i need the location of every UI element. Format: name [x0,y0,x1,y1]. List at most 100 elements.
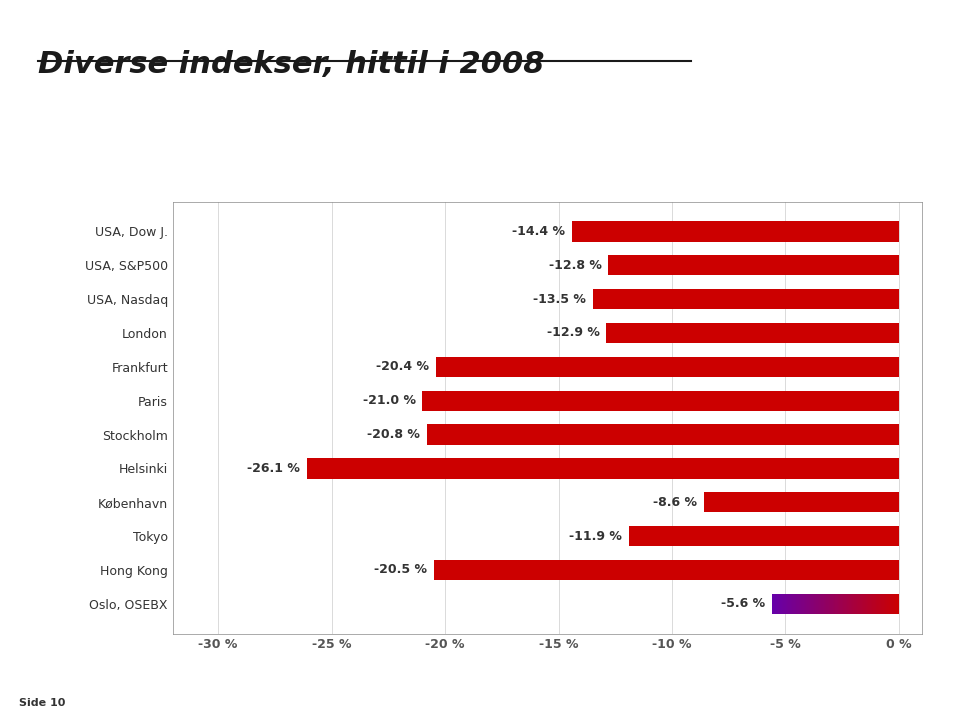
Bar [800,594,801,614]
Bar [790,594,791,614]
Bar [869,594,870,614]
Text: -12.8 %: -12.8 % [549,258,602,271]
Bar [772,594,773,614]
Bar [422,390,899,411]
Bar [852,594,853,614]
Bar [859,594,861,614]
Bar [889,594,890,614]
Bar [811,594,812,614]
Bar [776,594,777,614]
Bar [799,594,800,614]
Bar [875,594,876,614]
Bar [837,594,838,614]
Bar [807,594,808,614]
Bar [844,594,846,614]
Bar [880,594,881,614]
Bar [890,594,891,614]
Bar [887,594,889,614]
Bar [867,594,869,614]
Bar [795,594,796,614]
Bar [815,594,816,614]
Bar [894,594,895,614]
Bar [851,594,852,614]
Bar [838,594,839,614]
Text: -5.6 %: -5.6 % [721,598,765,611]
Bar [606,323,899,343]
Bar [434,559,899,580]
Bar [823,594,824,614]
Bar [829,594,830,614]
Bar [572,221,899,241]
Bar [796,594,797,614]
Text: -8.6 %: -8.6 % [653,496,697,509]
Bar [842,594,843,614]
Bar [850,594,851,614]
Bar [797,594,799,614]
Bar [826,594,827,614]
Text: -20.8 %: -20.8 % [368,428,420,441]
Bar [878,594,880,614]
Bar [794,594,795,614]
Text: -12.9 %: -12.9 % [546,326,599,339]
Bar [885,594,886,614]
Bar [816,594,818,614]
Bar [858,594,859,614]
Text: -20.4 %: -20.4 % [376,360,429,373]
Bar [812,594,814,614]
Bar [775,594,776,614]
Bar [848,594,850,614]
Bar [881,594,882,614]
Text: -21.0 %: -21.0 % [363,394,416,408]
Bar [806,594,807,614]
Bar [780,594,782,614]
Bar [784,594,786,614]
Bar [866,594,867,614]
Bar [846,594,847,614]
Bar [704,492,899,513]
Text: -26.1 %: -26.1 % [247,462,300,475]
Bar [857,594,858,614]
Bar [847,594,848,614]
Bar [898,594,899,614]
Bar [861,594,862,614]
Text: -13.5 %: -13.5 % [533,292,586,305]
Text: -20.5 %: -20.5 % [374,564,427,577]
Bar [833,594,834,614]
Bar [803,594,804,614]
Bar [854,594,855,614]
Text: Diverse indekser, hittil i 2008: Diverse indekser, hittil i 2008 [38,50,545,79]
Bar [786,594,787,614]
Text: Side 10: Side 10 [19,698,65,708]
Bar [592,289,899,310]
Text: -14.4 %: -14.4 % [513,225,565,238]
Bar [779,594,780,614]
Bar [882,594,883,614]
Bar [834,594,835,614]
Bar [824,594,826,614]
Bar [839,594,840,614]
Bar [814,594,815,614]
Bar [827,594,828,614]
Bar [810,594,811,614]
Bar [801,594,803,614]
Bar [828,594,829,614]
Bar [886,594,887,614]
Bar [893,594,894,614]
Bar [873,594,874,614]
Bar [840,594,842,614]
Bar [306,458,899,479]
Bar [792,594,794,614]
Bar [787,594,788,614]
Bar [830,594,831,614]
Bar [783,594,784,614]
Bar [831,594,833,614]
Bar [863,594,865,614]
Bar [843,594,844,614]
Bar [874,594,875,614]
Bar [855,594,857,614]
Bar [853,594,854,614]
Bar [818,594,819,614]
Bar [788,594,790,614]
Bar [819,594,820,614]
Bar [897,594,898,614]
